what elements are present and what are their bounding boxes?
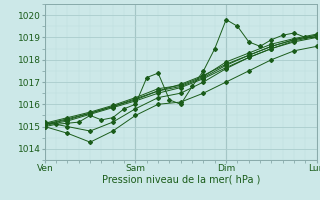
X-axis label: Pression niveau de la mer( hPa ): Pression niveau de la mer( hPa ) bbox=[102, 175, 260, 185]
